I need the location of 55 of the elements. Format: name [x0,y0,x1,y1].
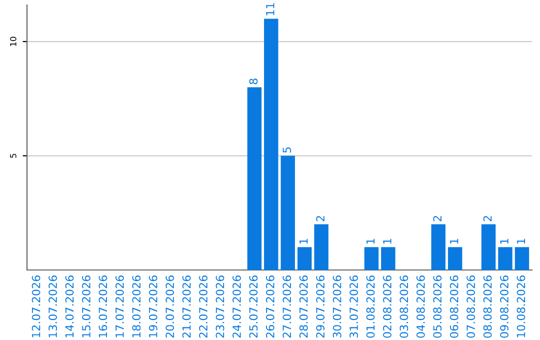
bar [280,156,295,270]
bar [381,247,396,270]
x-tick-label: 05.08.2026 [433,276,442,338]
x-tick-label: 08.08.2026 [483,276,492,338]
x-tick-label: 22.07.2026 [199,276,208,338]
x-tick-label: 28.07.2026 [299,276,308,338]
data-label: 1 [516,238,526,244]
data-label: 1 [383,238,392,244]
x-tick-label: 26.07.2026 [266,276,274,338]
x-tick-label: 19.07.2026 [148,276,158,338]
data-label: 1 [500,238,508,244]
x-tick-label: 29.07.2026 [316,276,325,338]
x-tick-label: 30.07.2026 [332,276,342,338]
data-label: 5 [282,147,292,153]
bar [314,224,328,270]
x-tick-label: 04.08.2026 [416,276,425,338]
x-tick-label: 17.07.2026 [115,276,124,338]
x-tick-label: 18.07.2026 [132,276,141,338]
data-label: 1 [366,238,375,244]
data-label: 1 [300,238,308,244]
bar [247,87,262,270]
bar [364,247,379,270]
x-tick-label: 31.07.2026 [350,276,358,338]
data-label: 2 [433,216,442,222]
x-tick-label: 25.07.2026 [249,276,258,338]
x-tick-label: 20.07.2026 [166,276,174,338]
x-tick-label: 15.07.2026 [82,276,90,338]
x-tick-label: 13.07.2026 [48,276,57,338]
data-label: 1 [450,238,458,244]
x-tick-label: 10.08.2026 [516,276,526,338]
data-label: 2 [483,216,492,222]
x-tick-label: 27.07.2026 [282,276,292,338]
y-tick-label: 10 [10,36,16,46]
x-tick-label: 01.08.2026 [366,276,375,338]
bar [431,224,446,270]
x-tick-label: 07.08.2026 [466,276,476,338]
bar [498,247,512,270]
x-tick-label: 06.08.2026 [450,276,458,338]
x-tick-label: 21.07.2026 [182,276,191,338]
x-tick-label: 14.07.2026 [65,276,74,338]
x-tick-label: 03.08.2026 [400,276,408,338]
data-label: 8 [249,78,258,84]
bar [448,247,462,270]
x-tick-label: 09.08.2026 [500,276,508,338]
x-tick-label: 24.07.2026 [232,276,241,338]
bar [264,18,278,270]
bar [481,224,496,270]
x-tick-label: 16.07.2026 [98,276,108,338]
x-tick-label: 12.07.2026 [32,276,40,338]
x-tick-label: 02.08.2026 [383,276,392,338]
data-label: 11 [266,3,274,16]
data-label: 2 [316,216,324,222]
bar [297,247,312,270]
x-tick-label: 23.07.2026 [216,276,224,338]
bar [514,247,530,270]
